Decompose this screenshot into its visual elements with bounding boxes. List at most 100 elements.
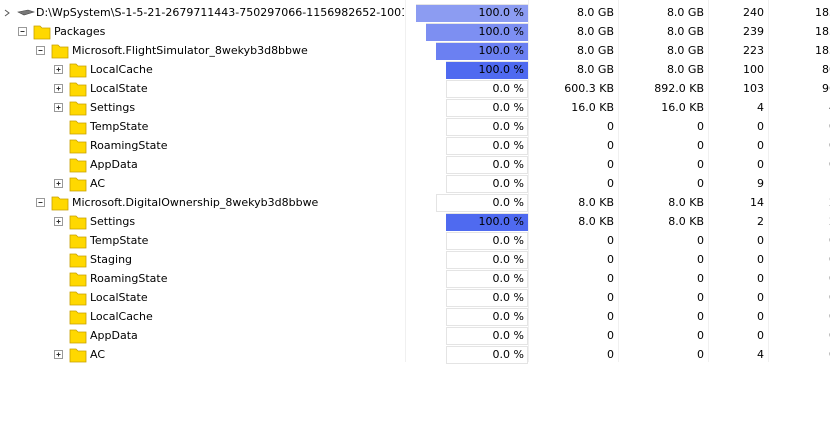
folder-icon (70, 349, 86, 362)
folder-icon (70, 64, 86, 77)
size: 0 (607, 272, 614, 285)
allocated: 8.0 GB (667, 6, 704, 19)
folder-icon (70, 102, 86, 115)
files: 0 (757, 139, 764, 152)
percent-label: 0.0 % (493, 120, 524, 133)
files: 14 (750, 196, 764, 209)
files: 0 (757, 272, 764, 285)
row-name: AppData (90, 329, 138, 342)
files: 4 (757, 101, 764, 114)
files: 9 (757, 177, 764, 190)
folder-icon (70, 254, 86, 267)
files: 223 (743, 44, 764, 57)
expand-arrow (5, 10, 9, 16)
percent-label: 0.0 % (493, 272, 524, 285)
allocated: 8.0 GB (667, 63, 704, 76)
size: 0 (607, 291, 614, 304)
size: 8.0 GB (577, 25, 614, 38)
row-name: RoamingState (90, 272, 168, 285)
percent-label: 100.0 % (479, 6, 524, 19)
row-name: LocalState (90, 291, 148, 304)
files: 103 (743, 82, 764, 95)
row-name: Microsoft.DigitalOwnership_8wekyb3d8bbwe (72, 196, 319, 209)
folder-icon (70, 235, 86, 248)
folder-icon (70, 159, 86, 172)
folder-icon (70, 140, 86, 153)
allocated: 8.0 KB (668, 215, 704, 228)
percent-label: 100.0 % (479, 63, 524, 76)
size: 0 (607, 310, 614, 323)
allocated: 8.0 GB (667, 44, 704, 57)
folders: 185 (815, 25, 830, 38)
percent-label: 0.0 % (493, 329, 524, 342)
allocated: 0 (697, 329, 704, 342)
allocated: 0 (697, 291, 704, 304)
files: 0 (757, 158, 764, 171)
folder-icon (70, 216, 86, 229)
tree-row[interactable]: AC0.0 %0091 (55, 176, 830, 193)
size: 8.0 GB (577, 6, 614, 19)
files: 240 (743, 6, 764, 19)
allocated: 0 (697, 348, 704, 361)
tree-row[interactable]: AC0.0 %0040 (55, 347, 830, 364)
percent-label: 100.0 % (479, 25, 524, 38)
allocated: 0 (697, 253, 704, 266)
size: 8.0 GB (577, 63, 614, 76)
percent-label: 0.0 % (493, 348, 524, 361)
allocated: 892.0 KB (654, 82, 704, 95)
size: 8.0 KB (578, 196, 614, 209)
folder-icon (52, 45, 68, 58)
folder-icon (70, 178, 86, 191)
tree-row[interactable]: Microsoft.DigitalOwnership_8wekyb3d8bbwe… (37, 195, 830, 212)
percent-label: 0.0 % (493, 158, 524, 171)
size: 600.3 KB (564, 82, 614, 95)
size: 0 (607, 234, 614, 247)
tree-row[interactable]: D:\WpSystem\S-1-5-21-2679711443-75029706… (5, 5, 830, 23)
folder-icon (70, 83, 86, 96)
percent-label: 0.0 % (493, 291, 524, 304)
row-name: AppData (90, 158, 138, 171)
size: 0 (607, 158, 614, 171)
folder-icon (70, 292, 86, 305)
files: 0 (757, 253, 764, 266)
size: 0 (607, 348, 614, 361)
allocated: 8.0 KB (668, 196, 704, 209)
size: 16.0 KB (571, 101, 614, 114)
row-name: AC (90, 348, 105, 361)
allocated: 0 (697, 120, 704, 133)
percent-label: 0.0 % (493, 101, 524, 114)
percent-label: 0.0 % (493, 177, 524, 190)
folder-icon (52, 197, 68, 210)
folder-icon (34, 26, 50, 39)
row-name: AC (90, 177, 105, 190)
folder-icon (70, 311, 86, 324)
row-name: RoamingState (90, 139, 168, 152)
row-name: LocalCache (90, 63, 153, 76)
allocated: 0 (697, 158, 704, 171)
row-name: LocalState (90, 82, 148, 95)
size: 0 (607, 177, 614, 190)
folder-icon (70, 121, 86, 134)
folder-icon (70, 273, 86, 286)
percent-label: 0.0 % (493, 196, 524, 209)
percent-label: 0.0 % (493, 82, 524, 95)
size: 8.0 GB (577, 44, 614, 57)
row-name: LocalCache (90, 310, 153, 323)
allocated: 16.0 KB (661, 101, 704, 114)
files: 239 (743, 25, 764, 38)
